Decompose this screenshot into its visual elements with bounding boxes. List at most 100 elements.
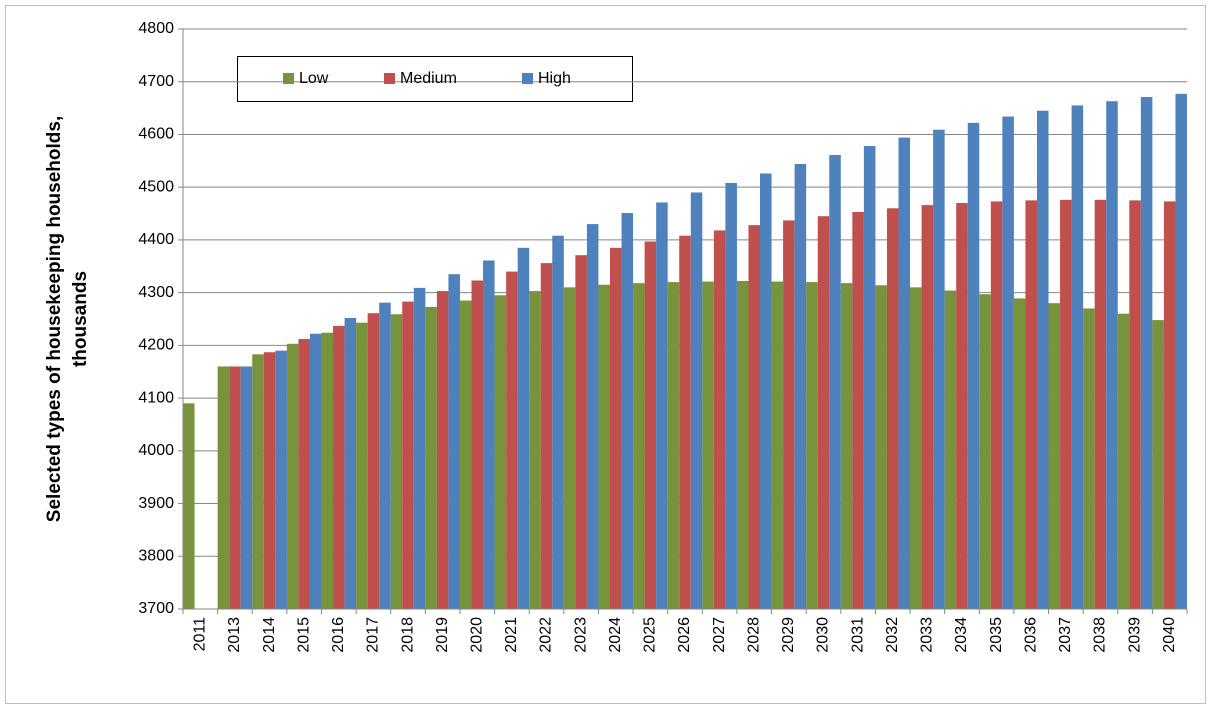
bar [1083, 308, 1095, 609]
bar [367, 313, 380, 609]
bar [979, 294, 991, 609]
bar [252, 354, 264, 609]
bar [1036, 110, 1049, 610]
bar [1163, 201, 1176, 609]
x-tick-label: 2018 [399, 617, 416, 653]
bar [598, 284, 610, 609]
x-tick-label: 2037 [1057, 617, 1074, 653]
y-tick-label: 3900 [138, 495, 174, 512]
bar [494, 295, 507, 609]
bar [783, 220, 795, 609]
x-tick-label: 2020 [468, 617, 485, 653]
y-tick-label: 4200 [138, 337, 174, 354]
bar [356, 322, 368, 609]
y-tick-label: 4800 [138, 20, 174, 37]
legend-box [237, 56, 633, 102]
y-tick-label: 4400 [138, 231, 174, 248]
bar [529, 291, 541, 609]
bar [956, 203, 968, 609]
y-tick-label: 4500 [138, 178, 174, 195]
bar [275, 350, 287, 609]
x-tick-label: 2015 [295, 617, 312, 653]
bar [990, 201, 1003, 609]
bar [1175, 93, 1187, 609]
bar [517, 247, 530, 609]
bar [448, 274, 460, 609]
bar [829, 155, 841, 609]
x-tick-label: 2028 [745, 617, 762, 653]
x-tick-label: 2039 [1126, 617, 1143, 653]
bar [690, 192, 703, 610]
legend-swatch [522, 73, 533, 84]
legend-label: Low [299, 70, 329, 87]
bar [794, 163, 807, 609]
y-tick-label: 4700 [138, 73, 174, 90]
x-tick-label: 2035 [988, 617, 1005, 653]
bar [863, 146, 876, 609]
x-tick-label: 2029 [780, 617, 797, 653]
bar [286, 343, 299, 609]
bar [1025, 200, 1037, 609]
bar [298, 339, 310, 609]
x-tick-label: 2031 [849, 617, 866, 653]
bar [1129, 200, 1141, 609]
bar [886, 208, 899, 610]
legend-swatch [384, 73, 395, 84]
bar [333, 325, 345, 609]
bar [183, 403, 195, 609]
bar [436, 291, 449, 609]
y-tick-label: 3700 [138, 600, 174, 617]
x-tick-label: 2030 [815, 617, 832, 653]
x-tick-label: 2017 [365, 617, 382, 653]
bar [679, 235, 691, 609]
x-tick-label: 2040 [1161, 617, 1178, 653]
bar [575, 255, 587, 609]
bar [806, 282, 818, 609]
x-tick-label: 2034 [953, 617, 970, 653]
y-tick-label: 3800 [138, 547, 174, 564]
x-tick-label: 2011 [192, 617, 209, 652]
bar [921, 205, 934, 610]
bar [1140, 97, 1153, 609]
bar [1152, 320, 1164, 609]
x-tick-label: 2024 [607, 617, 624, 653]
bar [933, 129, 945, 609]
bar [413, 287, 426, 609]
x-tick-label: 2026 [676, 617, 693, 653]
x-tick-label: 2038 [1092, 617, 1109, 653]
x-tick-label: 2025 [642, 617, 659, 653]
y-tick-label: 4100 [138, 389, 174, 406]
bar [817, 216, 830, 609]
bar [1048, 303, 1061, 609]
bar [1117, 313, 1130, 609]
x-tick-label: 2021 [503, 617, 520, 653]
bar [540, 263, 553, 609]
bar [229, 366, 241, 609]
bar [621, 213, 634, 609]
bar [483, 260, 495, 609]
bar [471, 280, 484, 609]
bar [713, 230, 726, 609]
bar [240, 366, 253, 609]
x-tick-label: 2019 [434, 617, 451, 653]
y-tick-label: 4300 [138, 284, 174, 301]
bar [736, 281, 749, 609]
bar [263, 352, 276, 609]
bar [702, 281, 714, 609]
y-axis-title-line: thousands [70, 271, 91, 367]
bar [944, 290, 957, 609]
y-axis-title-line: Selected types of housekeeping household… [44, 116, 65, 522]
bar [1106, 101, 1118, 610]
bar [425, 306, 437, 609]
bar [760, 173, 772, 610]
bar [1013, 298, 1026, 609]
bar [1071, 105, 1084, 610]
legend-label: Medium [400, 70, 457, 87]
bar [875, 285, 887, 609]
bar [771, 281, 784, 609]
bar [609, 247, 622, 609]
bar [967, 122, 980, 609]
bar [633, 283, 645, 609]
bar [1002, 116, 1014, 609]
